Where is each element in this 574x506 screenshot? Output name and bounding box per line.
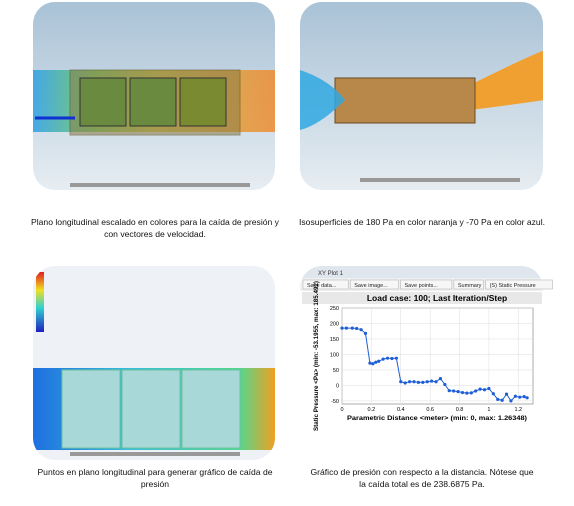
data-point: [390, 356, 394, 361]
x-tick-label: 1: [487, 407, 490, 413]
data-point: [522, 394, 526, 399]
y-tick-label: 250: [330, 306, 339, 312]
data-point: [403, 381, 407, 385]
toolbar-button-label: Save points...: [405, 283, 439, 289]
x-axis-label: Parametric Distance <meter> (min: 0, max…: [347, 415, 527, 422]
data-point: [443, 382, 447, 387]
data-point: [363, 331, 368, 335]
x-tick-label: 0.6: [426, 407, 434, 413]
data-point: [350, 326, 354, 330]
x-tick-label: 0.4: [397, 407, 405, 413]
data-point: [416, 380, 420, 384]
data-point: [438, 377, 443, 381]
data-point: [469, 391, 473, 395]
toolbar-button: [485, 279, 553, 290]
data-point: [421, 380, 425, 384]
data-point: [344, 326, 349, 330]
x-tick-label: 1.2: [514, 407, 522, 413]
data-point: [368, 361, 372, 365]
data-point: [407, 380, 412, 384]
y-tick-label: 200: [330, 321, 339, 327]
x-tick-label: 0: [340, 407, 343, 413]
toolbar: Save data... Save image... Save points... S…: [302, 279, 553, 290]
image-isosurfaces: [300, 2, 543, 190]
data-point: [340, 326, 344, 330]
data-point: [482, 388, 487, 392]
chart-title: Load case: 100; Last Iteration/Step: [367, 293, 507, 303]
y-axis-label: Static Pressure <Pa> (min: -53.1955, max…: [313, 281, 320, 431]
chart-title-bar: [302, 292, 542, 304]
data-point: [374, 360, 378, 364]
data-point: [474, 389, 478, 393]
caption: Isosuperficies de 180 Pa en color naranj…: [298, 217, 546, 227]
toolbar-button-label: Save data...: [307, 283, 337, 289]
y-tick-label: -50: [331, 399, 339, 405]
toolbar-button: [400, 279, 453, 290]
caption: Puntos en plano longitudinal para genera…: [37, 467, 273, 489]
plot-area: [341, 307, 534, 405]
data-point: [355, 326, 359, 331]
data-point: [447, 389, 451, 393]
y-tick-label: 100: [330, 352, 339, 358]
data-point: [496, 397, 500, 401]
caption: Gráfico de presión con respecto a la dis…: [310, 467, 534, 489]
data-point: [456, 390, 460, 394]
data-point: [377, 359, 381, 363]
data-point: [381, 357, 385, 361]
y-tick-label: 50: [333, 368, 339, 374]
data-point: [425, 380, 429, 384]
data-point: [525, 396, 529, 400]
data-point: [412, 380, 416, 384]
toolbar-button-label: Save image...: [354, 283, 388, 289]
x-tick-label: 0.2: [368, 407, 376, 413]
data-point: [434, 380, 438, 384]
image-pressure-plane: [33, 2, 275, 190]
x-tick-label: 0.8: [456, 407, 464, 413]
y-tick-label: 150: [330, 337, 339, 343]
window-title: XY Plot 1: [318, 271, 344, 277]
data-point: [394, 356, 398, 360]
data-point: [460, 390, 465, 395]
data-point: [487, 386, 491, 391]
data-point: [465, 391, 469, 395]
data-point: [478, 387, 482, 391]
data-point: [452, 389, 456, 393]
toolbar-button-label: Summary: [458, 283, 482, 289]
y-tick-label: 0: [336, 383, 339, 389]
data-point: [504, 392, 509, 396]
data-point: [385, 356, 390, 360]
toolbar-button-label: (S) Static Pressure: [490, 283, 536, 289]
data-point: [509, 399, 513, 403]
toolbar-button: [349, 279, 399, 290]
data-point: [371, 362, 375, 366]
caption: Plano longitudinal escalado en colores p…: [31, 217, 279, 239]
data-point: [518, 395, 522, 399]
data-point: [491, 392, 495, 396]
data-point: [500, 398, 504, 402]
chart: Load case: 100; Last Iteration/Step-5005…: [302, 281, 542, 431]
toolbar-button: [302, 279, 349, 290]
data-point: [359, 328, 363, 332]
data-point: [513, 394, 517, 398]
toolbar-button: [453, 279, 484, 290]
data-point: [399, 380, 403, 384]
data-point: [430, 379, 434, 383]
image-sample-points: [33, 266, 275, 460]
